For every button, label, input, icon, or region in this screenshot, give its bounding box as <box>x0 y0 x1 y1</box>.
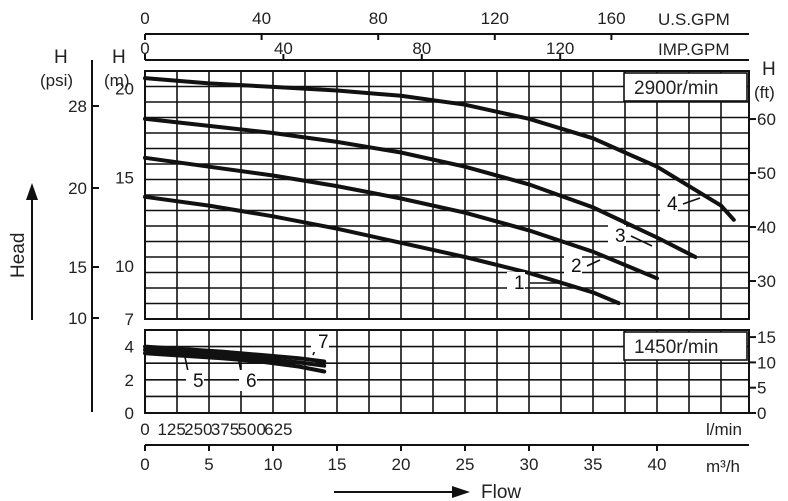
curve-2 <box>143 155 659 281</box>
lower-speed-box <box>623 331 748 361</box>
curve-label-1: 1 <box>514 273 525 294</box>
head-arrow-icon <box>26 183 38 200</box>
ft-low-tick: 0 <box>757 404 766 423</box>
m-tick-labels: 20 15 10 7 <box>115 80 134 329</box>
ft-tick-labels: 60 50 40 30 <box>749 110 776 291</box>
lpm-tick: 375 <box>211 420 239 439</box>
psi-axis-unit: (psi) <box>40 71 73 90</box>
m-low-tick-labels: 4 2 0 <box>125 338 134 423</box>
m3h-tick: 5 <box>204 455 213 474</box>
psi-tick: 28 <box>68 97 87 116</box>
impgpm-tick: 0 <box>140 39 149 58</box>
psi-tick: 10 <box>68 309 87 328</box>
impgpm-tick: 40 <box>274 39 293 58</box>
ft-tick: 40 <box>757 218 776 237</box>
lpm-tick: 0 <box>140 420 149 439</box>
usgpm-tick: 0 <box>140 9 149 28</box>
ft-low-tick-labels: 15 10 5 0 <box>749 328 776 423</box>
upper-panel-grid <box>144 70 749 320</box>
curve-label-5: 5 <box>193 371 204 392</box>
m3h-tick: 30 <box>520 455 539 474</box>
ft-tick: 50 <box>757 164 776 183</box>
usgpm-tick: 120 <box>481 9 509 28</box>
m3h-tick: 20 <box>392 455 411 474</box>
lower-curves: 5 6 7 <box>143 331 329 392</box>
lpm-tick: 125 <box>157 420 185 439</box>
lpm-tick: 500 <box>237 420 265 439</box>
m3h-unit-label: m³/h <box>706 457 740 476</box>
m3h-tick: 35 <box>584 455 603 474</box>
lower-panel-frame <box>144 329 750 414</box>
usgpm-tick-labels: 0 40 80 120 160 <box>140 9 626 40</box>
psi-tick-labels: 28 20 15 10 <box>68 97 99 328</box>
upper-speed-label: 2900r/min <box>634 78 719 99</box>
lpm-tick: 250 <box>184 420 212 439</box>
upper-curves: 1 2 3 4 <box>143 76 736 306</box>
upper-speed-box <box>623 72 748 102</box>
m-tick: 10 <box>115 257 134 276</box>
ft-axis-h: H <box>762 59 776 80</box>
curve-leader-4 <box>682 197 701 205</box>
curve-leader-3 <box>630 235 653 247</box>
impgpm-tick: 80 <box>412 39 431 58</box>
ft-low-tick: 5 <box>757 379 766 398</box>
curve-label-bg-6 <box>239 370 257 391</box>
curve-label-3: 3 <box>615 226 626 247</box>
curve-label-bg-2 <box>564 255 582 276</box>
curve-5 <box>143 351 327 374</box>
curve-label-bg-5 <box>186 370 204 391</box>
curve-1 <box>143 194 621 306</box>
lower-speed-label: 1450r/min <box>634 337 719 358</box>
curve-label-bg-1 <box>507 272 525 293</box>
usgpm-tick: 160 <box>597 9 625 28</box>
curve-3 <box>143 116 698 259</box>
m-axis-unit: (m) <box>104 71 129 90</box>
curve-label-bg-7 <box>311 331 329 352</box>
m-low-tick: 4 <box>125 338 134 357</box>
m3h-tick: 10 <box>264 455 283 474</box>
psi-tick: 15 <box>68 258 87 277</box>
impgpm-tick: 120 <box>546 39 574 58</box>
curve-leader-2 <box>586 259 601 267</box>
m-tick: 15 <box>115 168 134 187</box>
head-axis-label: Head <box>8 233 29 278</box>
curve-6 <box>143 347 327 368</box>
usgpm-tick: 40 <box>252 9 271 28</box>
m3h-tick: 0 <box>140 455 149 474</box>
m-low-tick: 2 <box>125 371 134 390</box>
ft-low-tick: 10 <box>757 353 776 372</box>
m3h-tick: 15 <box>328 455 347 474</box>
m-tick: 7 <box>125 310 134 329</box>
impgpm-unit-label: IMP.GPM <box>658 40 729 59</box>
psi-axis-h: H <box>54 47 68 68</box>
ft-tick: 60 <box>757 110 776 129</box>
m-axis-h: H <box>112 47 126 68</box>
curve-label-7: 7 <box>318 332 329 353</box>
psi-tick: 20 <box>68 179 87 198</box>
curve-label-4: 4 <box>667 194 678 215</box>
m3h-tick: 40 <box>648 455 667 474</box>
m3h-tick-labels: 0 5 10 15 20 25 30 35 40 <box>140 445 666 474</box>
m-tick: 20 <box>115 80 134 99</box>
curve-4 <box>143 76 736 222</box>
ft-low-tick: 15 <box>757 328 776 347</box>
usgpm-unit-label: U.S.GPM <box>658 10 730 29</box>
ft-tick: 30 <box>757 272 776 291</box>
lpm-tick: 625 <box>264 420 292 439</box>
curve-label-6: 6 <box>246 371 257 392</box>
curve-7 <box>143 344 327 364</box>
impgpm-tick-labels: 0 40 80 120 <box>140 39 574 60</box>
curve-label-bg-3 <box>608 225 626 246</box>
curve-label-2: 2 <box>571 256 582 277</box>
lpm-unit-label: l/min <box>706 420 742 439</box>
curve-label-bg-4 <box>660 193 678 214</box>
m-low-tick: 0 <box>125 404 134 423</box>
ft-axis-unit: (ft) <box>754 83 775 102</box>
flow-arrow-icon <box>452 486 470 498</box>
flow-label: Flow <box>481 482 521 501</box>
m3h-tick: 25 <box>456 455 475 474</box>
usgpm-tick: 80 <box>369 9 388 28</box>
